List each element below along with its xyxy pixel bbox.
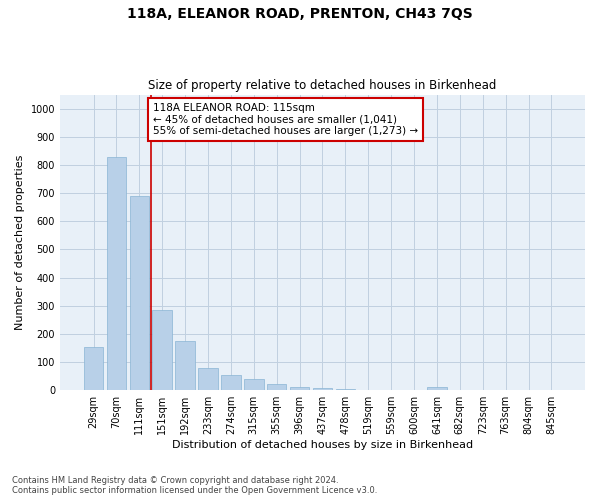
Text: Contains HM Land Registry data © Crown copyright and database right 2024.
Contai: Contains HM Land Registry data © Crown c… <box>12 476 377 495</box>
Y-axis label: Number of detached properties: Number of detached properties <box>15 154 25 330</box>
Bar <box>313 388 332 390</box>
Bar <box>335 389 355 390</box>
Text: 118A, ELEANOR ROAD, PRENTON, CH43 7QS: 118A, ELEANOR ROAD, PRENTON, CH43 7QS <box>127 8 473 22</box>
Bar <box>84 348 103 390</box>
Bar <box>130 196 149 390</box>
Bar <box>107 157 126 390</box>
X-axis label: Distribution of detached houses by size in Birkenhead: Distribution of detached houses by size … <box>172 440 473 450</box>
Bar <box>290 387 309 390</box>
Text: 118A ELEANOR ROAD: 115sqm
← 45% of detached houses are smaller (1,041)
55% of se: 118A ELEANOR ROAD: 115sqm ← 45% of detac… <box>153 103 418 136</box>
Bar <box>221 375 241 390</box>
Bar <box>152 310 172 390</box>
Bar <box>427 388 446 390</box>
Title: Size of property relative to detached houses in Birkenhead: Size of property relative to detached ho… <box>148 79 497 92</box>
Bar <box>198 368 218 390</box>
Bar <box>175 341 195 390</box>
Bar <box>267 384 286 390</box>
Bar <box>244 378 263 390</box>
